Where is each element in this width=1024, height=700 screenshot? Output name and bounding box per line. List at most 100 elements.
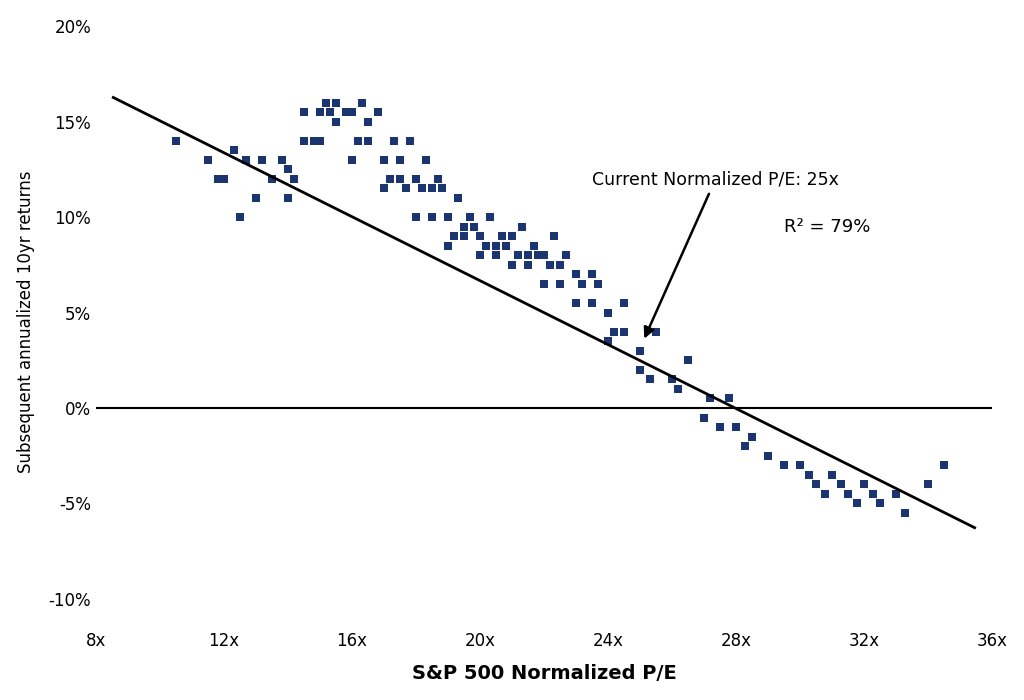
Point bbox=[456, 221, 472, 232]
Point bbox=[504, 230, 520, 241]
Point bbox=[823, 469, 840, 480]
Point bbox=[398, 183, 415, 194]
Point bbox=[584, 269, 600, 280]
Point bbox=[632, 345, 648, 356]
Point bbox=[311, 135, 328, 146]
Point bbox=[542, 259, 558, 270]
Point bbox=[472, 230, 488, 241]
Point bbox=[216, 174, 232, 185]
Point bbox=[239, 154, 255, 165]
Point bbox=[567, 269, 584, 280]
Point bbox=[817, 489, 834, 500]
Point bbox=[552, 259, 568, 270]
Point bbox=[296, 135, 312, 146]
Point bbox=[359, 116, 376, 127]
Point bbox=[529, 250, 546, 261]
Point bbox=[897, 508, 913, 519]
Point bbox=[632, 364, 648, 375]
Point bbox=[350, 135, 367, 146]
Point bbox=[248, 193, 264, 204]
Point bbox=[344, 154, 360, 165]
Point bbox=[328, 97, 344, 108]
Point bbox=[392, 154, 409, 165]
Point bbox=[513, 221, 529, 232]
Point bbox=[353, 97, 370, 108]
Point bbox=[702, 393, 719, 404]
Point bbox=[936, 460, 952, 471]
Text: R² = 79%: R² = 79% bbox=[784, 218, 870, 236]
Point bbox=[526, 240, 543, 251]
Point bbox=[456, 230, 472, 241]
Point bbox=[305, 135, 322, 146]
Point bbox=[590, 279, 606, 290]
Point bbox=[210, 174, 226, 185]
Point bbox=[600, 307, 616, 318]
Point bbox=[225, 145, 242, 156]
Point bbox=[446, 230, 463, 241]
Point bbox=[498, 240, 514, 251]
Point bbox=[737, 440, 754, 452]
Point bbox=[760, 450, 776, 461]
Point bbox=[664, 374, 680, 385]
Point bbox=[606, 326, 623, 337]
Point bbox=[344, 106, 360, 118]
Point bbox=[359, 135, 376, 146]
Point bbox=[328, 116, 344, 127]
Point bbox=[546, 230, 562, 241]
Point bbox=[462, 211, 478, 223]
Point bbox=[264, 174, 281, 185]
Point bbox=[392, 174, 409, 185]
Point bbox=[802, 469, 818, 480]
Point bbox=[382, 174, 398, 185]
Point bbox=[481, 211, 498, 223]
Point bbox=[792, 460, 808, 471]
Point bbox=[385, 135, 401, 146]
Point bbox=[920, 479, 936, 490]
Point bbox=[311, 106, 328, 118]
Point bbox=[286, 174, 302, 185]
Point bbox=[648, 326, 665, 337]
Point bbox=[584, 298, 600, 309]
Point bbox=[254, 154, 270, 165]
Point bbox=[318, 97, 335, 108]
Point bbox=[558, 250, 574, 261]
Point bbox=[424, 183, 440, 194]
Point bbox=[712, 421, 728, 433]
Point bbox=[418, 154, 434, 165]
Point bbox=[439, 240, 456, 251]
Text: Current Normalized P/E: 25x: Current Normalized P/E: 25x bbox=[592, 171, 839, 336]
Point bbox=[487, 240, 504, 251]
Point bbox=[849, 498, 865, 509]
Point bbox=[808, 479, 824, 490]
Point bbox=[376, 183, 392, 194]
Point bbox=[200, 154, 216, 165]
Point bbox=[465, 221, 481, 232]
Point bbox=[834, 479, 850, 490]
X-axis label: S&P 500 Normalized P/E: S&P 500 Normalized P/E bbox=[412, 664, 676, 683]
Point bbox=[510, 250, 526, 261]
Point bbox=[376, 154, 392, 165]
Point bbox=[337, 106, 353, 118]
Point bbox=[680, 355, 696, 366]
Point bbox=[721, 393, 737, 404]
Point bbox=[615, 298, 632, 309]
Point bbox=[231, 211, 248, 223]
Point bbox=[433, 183, 450, 194]
Point bbox=[414, 183, 430, 194]
Point bbox=[408, 211, 424, 223]
Point bbox=[487, 250, 504, 261]
Point bbox=[641, 374, 657, 385]
Point bbox=[450, 193, 466, 204]
Point bbox=[472, 250, 488, 261]
Point bbox=[370, 106, 386, 118]
Point bbox=[408, 174, 424, 185]
Point bbox=[865, 489, 882, 500]
Point bbox=[615, 326, 632, 337]
Point bbox=[280, 193, 296, 204]
Point bbox=[552, 279, 568, 290]
Point bbox=[536, 279, 552, 290]
Point bbox=[322, 106, 338, 118]
Point bbox=[478, 240, 495, 251]
Point bbox=[495, 230, 511, 241]
Point bbox=[168, 135, 184, 146]
